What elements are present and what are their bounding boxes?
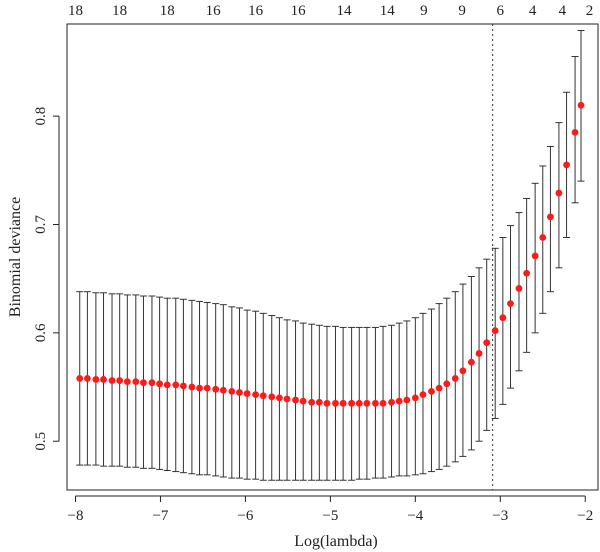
data-point (148, 379, 156, 387)
data-point (372, 399, 379, 407)
data-point (507, 300, 514, 307)
y-tick-label: 0.5 (33, 432, 49, 451)
data-point (76, 374, 84, 382)
data-point (411, 394, 419, 402)
x-axis: −8 −7 −6 −5 −4 −3 −2 (68, 495, 593, 524)
data-point (348, 399, 356, 407)
top-axis: 18 18 18 16 16 16 14 14 9 9 6 4 4 2 (68, 3, 593, 19)
top-tick-label: 18 (112, 3, 127, 19)
data-point (403, 396, 411, 404)
top-tick-label: 16 (206, 3, 222, 19)
data-point (219, 386, 227, 394)
x-axis-label: Log(lambda) (294, 533, 378, 550)
x-tick-label: −8 (68, 508, 84, 524)
data-point (419, 391, 427, 399)
data-point (459, 367, 467, 375)
data-point (315, 398, 323, 406)
x-tick-label: −3 (492, 508, 508, 524)
data-point (515, 285, 523, 292)
data-point (252, 391, 260, 399)
data-point (179, 382, 187, 390)
data-point (100, 376, 107, 383)
y-axis-label: Binomial deviance (7, 197, 24, 317)
plot-frame (66, 23, 599, 491)
top-tick-label: 4 (529, 3, 537, 19)
data-point (547, 213, 554, 221)
data-point (108, 377, 116, 384)
y-tick-label: 0.8 (33, 107, 49, 126)
data-point (379, 399, 387, 407)
data-point (539, 234, 547, 241)
data-point (363, 399, 371, 407)
data-point (428, 387, 435, 395)
y-tick-label: 0.6 (33, 323, 49, 342)
top-tick-label: 14 (380, 3, 396, 19)
data-point (212, 385, 220, 393)
data-point (299, 397, 307, 405)
data-point (435, 384, 443, 392)
data-point (203, 384, 211, 392)
data-point (563, 161, 570, 169)
x-tick-label: −5 (322, 508, 338, 524)
top-tick-label: 16 (248, 3, 264, 19)
data-point (323, 399, 331, 407)
data-point (172, 381, 180, 389)
data-point (468, 358, 475, 366)
top-tick-label: 9 (420, 3, 428, 19)
data-point (491, 327, 499, 335)
data-point (283, 395, 291, 403)
data-point (243, 390, 251, 397)
top-tick-label: 6 (497, 3, 505, 19)
data-point (499, 314, 507, 322)
data-point (156, 380, 164, 388)
data-point (388, 398, 395, 406)
data-point (332, 399, 339, 407)
top-tick-label: 18 (160, 3, 175, 19)
error-bars (76, 30, 585, 481)
data-point (116, 377, 124, 384)
data-point (355, 399, 363, 407)
x-tick-label: −6 (237, 508, 253, 524)
data-point (188, 383, 196, 391)
data-point (475, 350, 483, 357)
data-point (531, 252, 539, 260)
data-point (308, 398, 316, 406)
data-point (228, 387, 236, 395)
top-tick-label: 4 (559, 3, 567, 19)
data-point (276, 394, 283, 402)
data-point (339, 399, 347, 407)
top-tick-label: 9 (458, 3, 466, 19)
data-point (443, 380, 451, 388)
data-point (268, 393, 276, 401)
data-point (83, 374, 91, 382)
data-points (76, 101, 585, 407)
data-point (571, 128, 579, 136)
data-point (140, 379, 147, 387)
data-point (577, 101, 585, 109)
data-point (523, 269, 531, 277)
data-point (163, 381, 171, 389)
data-point (292, 396, 299, 404)
top-tick-label: 18 (68, 3, 83, 19)
y-axis: 0.5 0.6 0.7 0.8 (33, 107, 60, 451)
data-point (236, 389, 243, 396)
data-point (92, 376, 100, 383)
top-tick-label: 14 (336, 3, 352, 19)
data-point (451, 374, 459, 382)
data-point (196, 384, 203, 392)
x-tick-label: −7 (152, 508, 168, 524)
data-point (123, 378, 131, 386)
data-point (395, 397, 403, 405)
top-tick-label: 2 (586, 3, 594, 19)
data-point (555, 189, 563, 197)
y-tick-label: 0.7 (33, 215, 49, 234)
data-point (132, 378, 140, 386)
data-point (259, 392, 267, 400)
data-point (483, 339, 491, 347)
x-tick-label: −2 (577, 508, 593, 524)
x-tick-label: −4 (407, 508, 423, 524)
top-tick-label: 16 (291, 3, 307, 19)
